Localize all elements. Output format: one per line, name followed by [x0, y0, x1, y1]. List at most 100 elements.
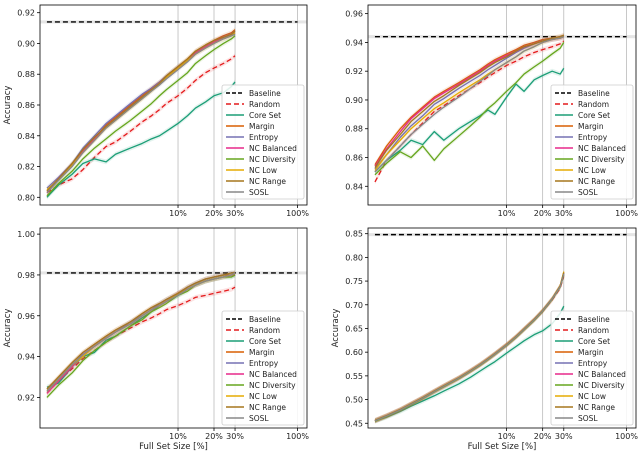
series-line-nc-range — [374, 272, 565, 422]
y-axis-label: Accuracy — [3, 309, 13, 348]
legend-label: Entropy — [578, 133, 608, 142]
chart-panel-1: 0.80 0.82 0.84 0.86 0.88 0.90 0.92 10% 20% 30% 100… — [3, 4, 309, 218]
series-band-6 — [46, 270, 236, 394]
y-tick-label: 0.86 — [17, 101, 35, 110]
series-band-6 — [374, 269, 564, 423]
series-band-5 — [374, 272, 564, 424]
x-tick-label: 100% — [615, 432, 638, 441]
series-group — [374, 32, 565, 185]
legend-label: SOSL — [578, 188, 598, 197]
series-band-4 — [374, 272, 564, 424]
legend-label: Random — [578, 100, 609, 109]
chart-panel-4: 0.45 0.50 0.55 0.60 0.65 0.70 0.75 0.80 0.85 10% 2… — [331, 227, 638, 451]
y-tick-label: 1.00 — [17, 230, 35, 239]
y-tick-label: 0.84 — [345, 182, 363, 191]
legend: Baseline Random Core Set Margin Entropy NC Ba… — [550, 310, 634, 426]
series-band-0 — [46, 284, 236, 396]
series-line-nc-low — [374, 36, 565, 171]
y-tick-label: 0.80 — [17, 193, 35, 202]
series-line-nc-balanced — [374, 274, 565, 422]
legend-label: Margin — [249, 122, 275, 131]
legend-label: NC Balanced — [578, 144, 626, 153]
series-band-4 — [46, 272, 236, 396]
series-group — [374, 269, 565, 424]
x-tick-label: 10% — [498, 209, 516, 218]
x-tick-label: 30% — [555, 432, 573, 441]
series-line-random — [46, 55, 236, 194]
y-tick-label: 0.92 — [17, 393, 35, 402]
legend-label: SOSL — [578, 414, 598, 423]
legend-label: Margin — [249, 348, 275, 357]
y-tick-label: 0.94 — [17, 353, 35, 362]
series-line-random — [46, 286, 236, 394]
y-tick-label: 0.60 — [345, 348, 363, 357]
x-tick-label: 30% — [555, 209, 573, 218]
series-band-1 — [374, 303, 564, 424]
series-band-7 — [374, 270, 564, 423]
x-tick-label: 20% — [205, 432, 223, 441]
series-band-3 — [46, 270, 236, 394]
legend-label: NC Balanced — [578, 370, 626, 379]
legend-label: NC Low — [578, 392, 606, 401]
series-line-entropy — [46, 272, 236, 392]
y-tick-label: 0.86 — [345, 154, 363, 163]
legend-label: SOSL — [249, 414, 269, 423]
y-tick-label: 0.84 — [17, 132, 35, 141]
y-axis-label: Accuracy — [331, 309, 341, 348]
y-tick-label: 0.92 — [345, 67, 363, 76]
legend-label: Entropy — [578, 359, 608, 368]
series-line-nc-range — [46, 272, 236, 390]
y-tick-label: 0.75 — [345, 277, 363, 286]
series-band-2 — [374, 270, 564, 423]
series-band-0 — [374, 38, 564, 185]
y-tick-label: 0.55 — [345, 372, 363, 381]
chart-panel-3: 0.92 0.94 0.96 0.98 1.00 10% 20% 30% 100% Accurac… — [3, 227, 309, 451]
series-line-sosl — [374, 36, 565, 173]
series-line-nc-diversity — [374, 42, 565, 176]
series-line-nc-low — [46, 272, 236, 392]
series-line-random — [374, 276, 565, 422]
y-tick-label: 0.70 — [345, 301, 363, 310]
legend-label: NC Diversity — [249, 381, 296, 390]
series-band-0 — [46, 53, 236, 196]
x-tick-label: 20% — [534, 209, 552, 218]
legend-label: NC Balanced — [249, 144, 297, 153]
legend: Baseline Random Core Set Margin Entropy NC Ba… — [221, 84, 305, 200]
legend-label: NC Low — [249, 392, 277, 401]
series-line-nc-range — [374, 34, 565, 168]
legend-label: NC Low — [578, 166, 606, 175]
y-axis-label: Accuracy — [3, 86, 13, 125]
y-tick-label: 0.65 — [345, 324, 363, 333]
legend-label: NC Diversity — [249, 155, 296, 164]
legend-label: Baseline — [578, 315, 610, 324]
series-band-8 — [374, 271, 564, 424]
x-tick-label: 20% — [534, 432, 552, 441]
legend-label: NC Range — [578, 177, 615, 186]
x-tick-label: 10% — [169, 209, 187, 218]
baseline-band — [368, 233, 636, 237]
series-band-8 — [46, 270, 236, 394]
y-tick-label: 0.94 — [345, 38, 363, 47]
series-line-nc-range — [46, 30, 236, 192]
series-group — [46, 27, 236, 200]
axes-frame — [367, 4, 637, 206]
chart-panel-2: 0.84 0.86 0.88 0.90 0.92 0.94 0.96 10% 20% 30% 100… — [345, 4, 638, 218]
series-line-nc-diversity — [46, 35, 236, 197]
y-tick-label: 0.98 — [17, 271, 35, 280]
legend-label: NC Range — [249, 403, 286, 412]
y-tick-label: 0.96 — [17, 312, 35, 321]
y-tick-label: 0.45 — [345, 419, 363, 428]
x-tick-label: 10% — [169, 432, 187, 441]
y-tick-label: 0.85 — [345, 230, 363, 239]
series-group — [46, 270, 236, 400]
x-tick-label: 20% — [205, 209, 223, 218]
series-band-3 — [374, 271, 564, 423]
series-band-7 — [46, 270, 236, 392]
axes-frame — [39, 227, 308, 429]
legend-label: SOSL — [249, 188, 269, 197]
baseline-band — [40, 20, 307, 24]
series-line-margin — [374, 272, 565, 422]
legend-label: Random — [249, 326, 280, 335]
y-tick-label: 0.88 — [17, 70, 35, 79]
series-line-margin — [374, 34, 565, 166]
